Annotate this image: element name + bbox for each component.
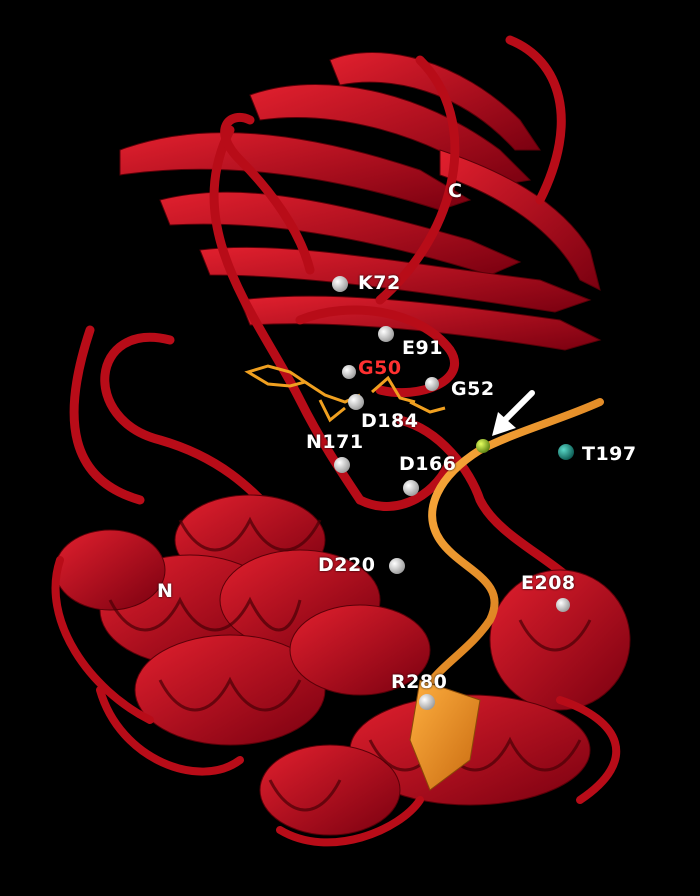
label-e208: E208 (521, 572, 576, 594)
sphere-k72 (332, 276, 348, 292)
sphere-d220 (389, 558, 405, 574)
sphere-d184 (348, 394, 364, 410)
c-lobe-helices (54, 494, 631, 836)
substrate-peptide (421, 398, 604, 694)
sphere-e208 (556, 598, 570, 612)
arrow-icon (492, 390, 535, 436)
sphere-g50 (342, 365, 356, 379)
label-d166: D166 (399, 453, 457, 475)
residue-spheres (332, 276, 574, 710)
sphere-g52 (425, 377, 439, 391)
label-r280: R280 (391, 671, 448, 693)
sphere-t197 (558, 444, 574, 460)
sphere-n171 (334, 457, 350, 473)
n-lobe-beta-sheet (119, 52, 602, 351)
c-lobe-loops (51, 556, 621, 847)
label-g52: G52 (451, 378, 495, 400)
label-d220: D220 (318, 554, 376, 576)
sphere-r280 (419, 694, 435, 710)
label-t197: T197 (582, 443, 637, 465)
label-c-terminus: C (448, 180, 463, 202)
label-g50: G50 (358, 357, 402, 379)
label-k72: K72 (358, 272, 401, 294)
label-d184: D184 (361, 410, 419, 432)
sphere-phosphor-site (476, 439, 490, 453)
label-n-terminus: N (157, 580, 174, 602)
helix-texture (108, 516, 592, 812)
label-e91: E91 (402, 337, 443, 359)
label-n171: N171 (306, 431, 364, 453)
sphere-e91 (378, 326, 394, 342)
sphere-d166 (403, 480, 419, 496)
